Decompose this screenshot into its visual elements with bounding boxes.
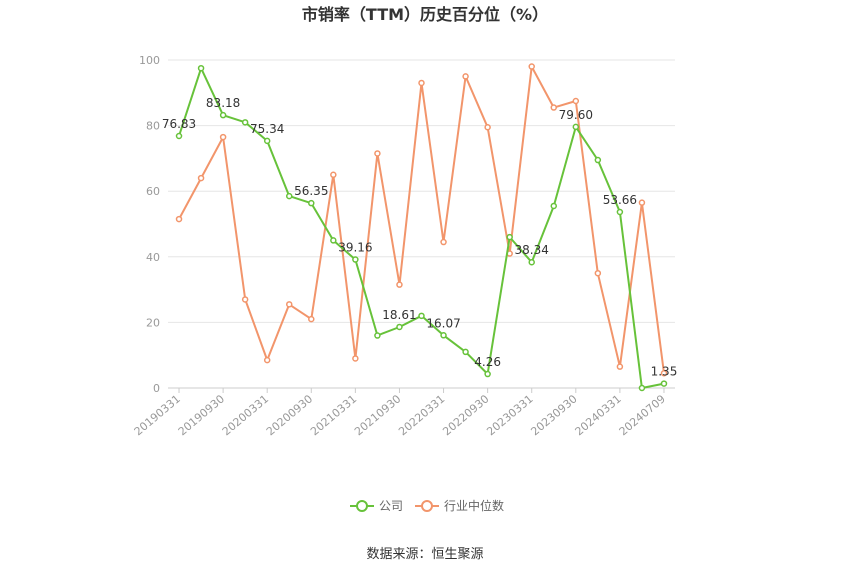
x-tick-label: 20200331 xyxy=(220,392,271,438)
data-point[interactable] xyxy=(418,312,425,320)
data-point[interactable] xyxy=(638,199,646,206)
data-point[interactable] xyxy=(241,119,249,126)
data-label: 16.07 xyxy=(426,316,460,330)
data-point[interactable] xyxy=(352,355,359,362)
legend-item-1[interactable]: 行业中位数 xyxy=(415,498,504,513)
data-point[interactable] xyxy=(285,301,293,308)
y-tick-label: 40 xyxy=(146,251,160,264)
data-point[interactable] xyxy=(263,137,271,145)
data-point[interactable] xyxy=(484,370,491,378)
legend-label: 行业中位数 xyxy=(444,498,504,513)
x-tick-label: 20230331 xyxy=(484,392,535,438)
data-label: 38.34 xyxy=(515,243,549,257)
x-tick-label: 20210331 xyxy=(308,392,359,438)
x-tick-label: 20240331 xyxy=(573,392,624,438)
legend-item-0[interactable]: 公司 xyxy=(350,499,403,513)
legend-label: 公司 xyxy=(379,499,403,513)
data-point[interactable] xyxy=(506,233,513,241)
data-point[interactable] xyxy=(197,64,205,72)
data-point[interactable] xyxy=(550,104,558,111)
data-point[interactable] xyxy=(330,171,337,179)
data-point[interactable] xyxy=(616,208,624,216)
y-tick-label: 100 xyxy=(139,54,160,67)
data-point[interactable] xyxy=(594,156,602,164)
data-point[interactable] xyxy=(330,237,337,244)
series-0 xyxy=(175,64,668,392)
legend-marker xyxy=(356,500,368,512)
data-label: 1.35 xyxy=(651,365,678,379)
data-point[interactable] xyxy=(396,323,403,331)
data-point[interactable] xyxy=(550,202,558,210)
data-source-text: 数据来源：恒生聚源 xyxy=(366,547,483,562)
data-point[interactable] xyxy=(308,315,315,323)
legend[interactable]: 公司 行业中位数 xyxy=(350,498,504,513)
data-point[interactable] xyxy=(572,123,580,131)
x-tick-label: 20210930 xyxy=(352,392,403,438)
x-tick-label: 20190930 xyxy=(176,392,227,438)
y-tick-label: 0 xyxy=(153,382,160,395)
data-point[interactable] xyxy=(462,73,469,80)
data-point[interactable] xyxy=(638,384,646,392)
data-label: 53.66 xyxy=(603,193,637,207)
data-point[interactable] xyxy=(219,133,227,141)
data-label: 39.16 xyxy=(338,241,372,255)
data-label: 76.83 xyxy=(162,117,196,131)
x-tick-label: 20220331 xyxy=(396,392,447,438)
data-point[interactable] xyxy=(263,356,271,364)
series-1 xyxy=(175,63,668,377)
y-tick-label: 20 xyxy=(146,316,160,329)
x-tick-label: 20230930 xyxy=(528,392,579,438)
data-label: 4.26 xyxy=(474,355,501,369)
data-label: 56.35 xyxy=(294,184,328,198)
data-point[interactable] xyxy=(462,348,469,356)
x-tick-label: 20240709 xyxy=(617,392,668,438)
series-layer: 76.83 83.18 75.34 56.35 39.16 18.61 16.07 4.26 3… xyxy=(162,63,678,392)
data-point[interactable] xyxy=(175,215,183,223)
data-point[interactable] xyxy=(396,281,403,288)
data-point[interactable] xyxy=(285,192,293,200)
data-point[interactable] xyxy=(374,332,381,339)
data-label: 79.60 xyxy=(559,108,593,122)
data-point[interactable] xyxy=(660,369,668,377)
x-tick-label: 20200930 xyxy=(264,392,315,438)
x-axis: 2019033120190930202003312020093020210331… xyxy=(132,387,675,438)
data-point[interactable] xyxy=(352,256,359,263)
grid-lines xyxy=(168,59,675,323)
x-tick-label: 20190331 xyxy=(132,392,183,438)
y-tick-label: 80 xyxy=(146,120,160,133)
data-point[interactable] xyxy=(308,199,315,207)
data-point[interactable] xyxy=(528,258,535,266)
data-point[interactable] xyxy=(219,111,227,119)
data-point[interactable] xyxy=(616,363,624,370)
data-point[interactable] xyxy=(440,332,447,339)
data-point[interactable] xyxy=(418,79,425,87)
data-label: 83.18 xyxy=(206,96,240,110)
data-point[interactable] xyxy=(572,97,580,105)
data-point[interactable] xyxy=(175,132,183,140)
data-point[interactable] xyxy=(594,269,602,277)
data-label: 18.61 xyxy=(382,308,416,322)
data-point[interactable] xyxy=(484,123,491,131)
x-tick-label: 20220930 xyxy=(440,392,491,438)
y-axis-ticks: 0 20 40 60 80 100 xyxy=(139,54,160,395)
legend-marker xyxy=(421,500,433,512)
data-point[interactable] xyxy=(528,63,535,70)
chart-title: 市销率（TTM）历史百分位（%） xyxy=(302,5,548,24)
data-point[interactable] xyxy=(241,296,249,303)
data-point[interactable] xyxy=(660,380,668,387)
y-tick-label: 60 xyxy=(146,185,160,198)
data-point[interactable] xyxy=(197,174,205,182)
data-label: 75.34 xyxy=(250,122,284,136)
data-point[interactable] xyxy=(374,150,381,157)
data-point[interactable] xyxy=(440,238,447,246)
